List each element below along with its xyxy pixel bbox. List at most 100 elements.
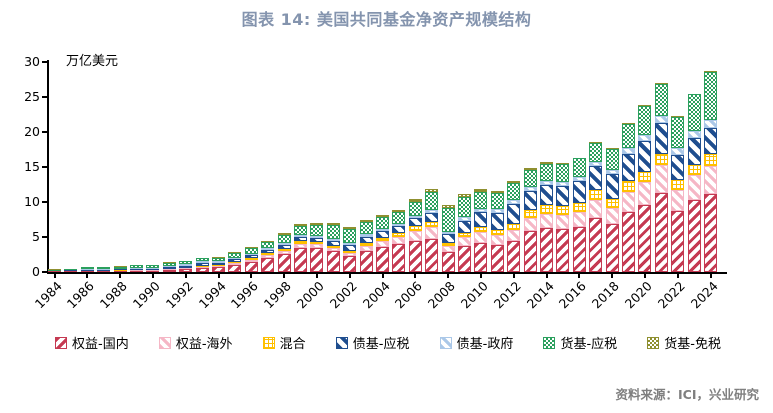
bar-segment-hybrid	[605, 198, 619, 208]
bar-segment-hybrid	[638, 171, 652, 183]
bar-segment-equity-intl	[392, 237, 406, 245]
bar-segment-equity-intl	[572, 211, 586, 227]
bar-segment-equity-dom	[507, 240, 521, 272]
bar-segment-mmf-tax	[244, 248, 258, 254]
bar-segment-bond-gov	[80, 269, 94, 270]
x-tick-mark	[217, 273, 220, 278]
bar-1984	[48, 269, 61, 272]
bar-segment-mmf-tax	[540, 163, 553, 182]
bar-segment-mmf-exempt	[687, 93, 701, 95]
bar-segment-bond-gov	[359, 234, 373, 237]
bar-segment-bond-gov	[97, 268, 111, 270]
bar-segment-mmf-tax	[572, 158, 586, 177]
bar-segment-mmf-tax	[605, 149, 619, 170]
bar-segment-hybrid	[179, 267, 193, 269]
bar-segment-bond-tax	[244, 255, 258, 259]
bar-segment-mmf-tax	[179, 261, 193, 265]
bar-segment-bond-gov	[244, 253, 258, 256]
legend-item-equity-intl: 权益-海外	[158, 333, 233, 352]
bar-segment-equity-dom	[458, 245, 471, 272]
bar-segment-mmf-tax	[408, 201, 422, 216]
bar-segment-bond-tax	[294, 237, 307, 242]
bar-segment-hybrid	[540, 204, 553, 214]
bar-segment-bond-tax	[654, 122, 668, 154]
x-tick-mark	[184, 273, 187, 278]
bar-segment-mmf-exempt	[605, 148, 619, 150]
bar-segment-equity-intl	[605, 207, 619, 224]
bar-segment-mmf-tax	[146, 265, 160, 268]
bar-segment-mmf-tax	[654, 83, 668, 117]
bar-segment-bond-tax	[605, 174, 619, 199]
bar-segment-hybrid	[326, 245, 340, 248]
bar-segment-equity-intl	[540, 213, 553, 228]
bar-2006	[408, 199, 422, 272]
bar-segment-bond-gov	[130, 268, 143, 269]
bar-segment-bond-gov	[310, 236, 324, 238]
bar-segment-bond-tax	[425, 213, 439, 223]
bar-segment-equity-intl	[654, 165, 668, 193]
bar-1985	[64, 268, 78, 272]
bar-segment-hybrid	[507, 223, 521, 231]
legend-item-hybrid: 混合	[262, 333, 306, 352]
bar-segment-mmf-tax	[294, 225, 307, 236]
y-tick-mark	[42, 96, 47, 98]
bar-segment-equity-dom	[195, 267, 209, 272]
bar-segment-bond-gov	[589, 161, 603, 167]
bar-segment-mmf-tax	[589, 142, 603, 162]
bar-segment-equity-dom	[572, 226, 586, 272]
bar-segment-bond-gov	[507, 200, 521, 204]
bar-segment-equity-intl	[162, 269, 176, 270]
bar-segment-mmf-tax	[523, 169, 537, 187]
bar-2014	[540, 162, 553, 272]
bar-segment-bond-tax	[359, 236, 373, 244]
bar-segment-hybrid	[310, 241, 324, 245]
x-tick-mark	[250, 273, 253, 278]
bar-segment-equity-dom	[605, 223, 619, 272]
bar-segment-equity-intl	[212, 265, 225, 268]
bar-segment-hybrid	[244, 258, 258, 260]
bar-segment-equity-intl	[507, 230, 521, 241]
y-tick-mark	[42, 201, 47, 203]
bar-segment-equity-intl	[294, 243, 307, 248]
bar-1987	[97, 266, 111, 272]
bar-segment-bond-gov	[408, 215, 422, 219]
bar-segment-equity-intl	[425, 227, 439, 239]
legend-label: 权益-海外	[175, 337, 233, 352]
bar-segment-equity-dom	[162, 269, 176, 272]
y-tick-mark	[42, 61, 47, 63]
bar-segment-bond-tax	[97, 269, 111, 271]
bar-segment-mmf-tax	[425, 191, 439, 211]
bar-segment-mmf-tax	[64, 268, 78, 271]
bar-segment-bond-gov	[572, 176, 586, 181]
bar-segment-bond-tax	[212, 262, 225, 265]
bar-1988	[113, 266, 127, 272]
bar-segment-hybrid	[343, 251, 357, 254]
bar-2000	[310, 223, 324, 272]
bar-segment-mmf-exempt	[490, 190, 504, 193]
legend-swatch-mmf-tax	[543, 336, 556, 349]
bar-2013	[523, 167, 537, 272]
bar-segment-bond-gov	[704, 120, 717, 129]
bar-2021	[654, 83, 668, 272]
bar-segment-mmf-exempt	[294, 224, 307, 226]
bar-segment-equity-dom	[80, 271, 94, 272]
x-tick-mark	[611, 273, 614, 278]
bar-segment-hybrid	[228, 261, 242, 264]
bar-segment-mmf-exempt	[228, 252, 242, 254]
bar-segment-mmf-tax	[326, 224, 340, 240]
bar-segment-mmf-tax	[622, 123, 635, 149]
bar-segment-bond-gov	[294, 235, 307, 238]
bar-1994	[212, 256, 225, 272]
y-tick-mark	[42, 131, 47, 133]
bar-segment-hybrid	[687, 164, 701, 176]
y-tick-label: 0	[32, 264, 40, 279]
legend-swatch-mmf-exempt	[647, 336, 660, 349]
bar-segment-equity-dom	[638, 204, 652, 272]
bar-segment-mmf-tax	[507, 183, 521, 200]
y-tick-mark	[42, 236, 47, 238]
bar-segment-bond-gov	[179, 264, 193, 266]
bar-segment-hybrid	[212, 264, 225, 266]
bar-segment-mmf-exempt	[441, 204, 455, 209]
bar-segment-hybrid	[622, 181, 635, 192]
